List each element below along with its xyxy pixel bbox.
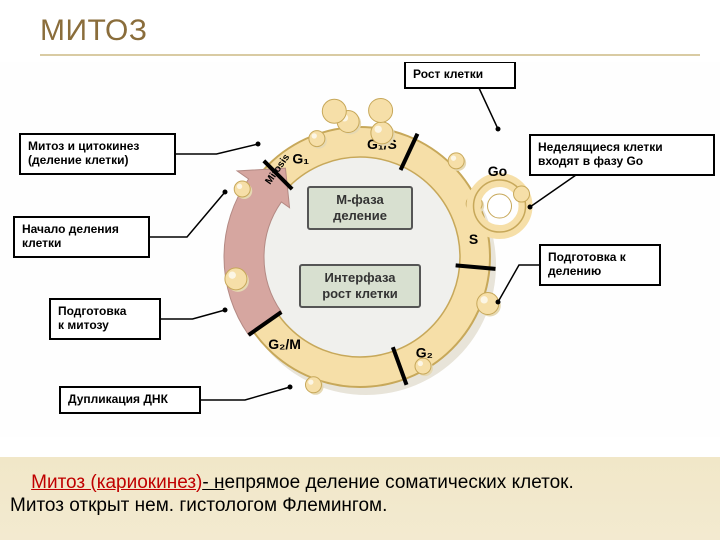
- callout-prep_mit-line1: к митозу: [58, 318, 109, 332]
- title-underline: [40, 54, 700, 56]
- caption-term: Митоз (кариокинез): [31, 472, 202, 493]
- center-mphase-line1: М-фаза: [336, 192, 384, 207]
- center-interphase-line2: рост клетки: [322, 286, 398, 301]
- go-loop-label: Gо: [488, 163, 507, 179]
- phase-tick-label: G₁: [292, 150, 309, 166]
- caption-dash: - н: [202, 472, 224, 493]
- callout-prep_mit-line0: Подготовка: [58, 304, 127, 318]
- callout-go-line0: Неделящиеся клетки: [538, 140, 663, 154]
- center-mphase-line2: деление: [333, 208, 387, 223]
- caption-bar: Митоз (кариокинез)- непрямое деление сом…: [0, 457, 720, 540]
- slide-title: МИТОЗ: [40, 14, 148, 48]
- callout-mit_cyt-line1: (деление клетки): [28, 153, 128, 167]
- phase-tick-label: S: [469, 231, 478, 247]
- slide: МИТОЗ MitosisG₁G₁/SSG₂G₂/MGоМ-фазаделени…: [0, 0, 720, 540]
- caption-rest2: Митоз открыт нем. гистологом Флемингом.: [10, 495, 387, 516]
- callout-start_div-line0: Начало деления: [22, 222, 119, 236]
- phase-tick-label: G₂/M: [268, 336, 301, 352]
- caption-rest1: епрямое деление соматических клеток.: [225, 472, 574, 493]
- callout-prep_div-line1: делению: [548, 264, 601, 278]
- callout-go-line1: входят в фазу Go: [538, 154, 643, 168]
- cell-cycle-diagram: MitosisG₁G₁/SSG₂G₂/MGоМ-фазаделениеИнтер…: [0, 62, 720, 437]
- callout-start_div-line1: клетки: [22, 236, 61, 250]
- callout-growth-line0: Рост клетки: [413, 67, 483, 81]
- center-interphase-line1: Интерфаза: [324, 270, 396, 285]
- callout-prep_div-line0: Подготовка к: [548, 250, 627, 264]
- callout-mit_cyt-line0: Митоз и цитокинез: [28, 139, 139, 153]
- callout-dup_dna-line0: Дупликация ДНК: [68, 392, 169, 406]
